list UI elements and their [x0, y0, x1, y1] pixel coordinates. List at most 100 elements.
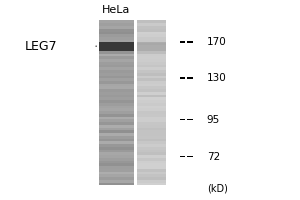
- Bar: [136, 182, 166, 185]
- Bar: [99, 94, 134, 97]
- Bar: [136, 70, 166, 73]
- Bar: [99, 103, 134, 106]
- Bar: [136, 127, 166, 130]
- Bar: [136, 155, 166, 158]
- Bar: [136, 86, 166, 89]
- Bar: [187, 41, 193, 43]
- Bar: [99, 127, 134, 130]
- Text: LEG7: LEG7: [25, 40, 57, 53]
- Bar: [136, 53, 166, 56]
- Bar: [180, 41, 185, 43]
- Bar: [136, 130, 166, 133]
- Bar: [136, 23, 166, 26]
- Bar: [99, 180, 134, 183]
- Bar: [99, 119, 134, 122]
- Bar: [99, 177, 134, 180]
- Bar: [99, 61, 134, 65]
- Bar: [136, 20, 166, 23]
- Bar: [99, 133, 134, 136]
- Bar: [136, 67, 166, 70]
- Bar: [99, 158, 134, 161]
- Bar: [99, 152, 134, 155]
- Bar: [136, 31, 166, 34]
- Bar: [136, 171, 166, 174]
- Bar: [187, 77, 193, 79]
- Bar: [136, 64, 166, 67]
- Bar: [99, 86, 134, 89]
- Bar: [136, 78, 166, 81]
- Bar: [136, 125, 166, 128]
- Bar: [99, 160, 134, 163]
- Bar: [136, 26, 166, 29]
- Bar: [99, 37, 134, 40]
- Bar: [99, 53, 134, 56]
- Bar: [99, 31, 134, 34]
- Bar: [136, 48, 166, 51]
- Bar: [136, 141, 166, 144]
- Bar: [136, 152, 166, 155]
- Bar: [99, 130, 134, 133]
- Bar: [99, 182, 134, 185]
- Bar: [136, 34, 166, 37]
- Bar: [99, 42, 134, 51]
- Bar: [99, 34, 134, 37]
- Bar: [136, 105, 166, 108]
- Bar: [99, 56, 134, 59]
- Bar: [136, 72, 166, 76]
- Bar: [99, 83, 134, 86]
- Text: 130: 130: [207, 73, 226, 83]
- Bar: [99, 75, 134, 78]
- Bar: [136, 103, 166, 106]
- Bar: [136, 174, 166, 177]
- Bar: [99, 67, 134, 70]
- Bar: [136, 61, 166, 65]
- Bar: [136, 133, 166, 136]
- Bar: [136, 169, 166, 172]
- Bar: [99, 108, 134, 111]
- Bar: [99, 174, 134, 177]
- Bar: [136, 97, 166, 100]
- Bar: [99, 39, 134, 43]
- Bar: [136, 75, 166, 78]
- Bar: [180, 119, 185, 120]
- Bar: [136, 111, 166, 114]
- Bar: [136, 138, 166, 141]
- Bar: [136, 163, 166, 166]
- Bar: [99, 45, 134, 48]
- Bar: [136, 136, 166, 139]
- Bar: [99, 155, 134, 158]
- Text: (kD): (kD): [207, 183, 228, 193]
- Bar: [99, 147, 134, 150]
- Bar: [99, 97, 134, 100]
- Bar: [99, 149, 134, 152]
- Bar: [99, 72, 134, 76]
- Bar: [99, 166, 134, 169]
- Bar: [99, 171, 134, 174]
- Bar: [136, 100, 166, 103]
- Text: HeLa: HeLa: [101, 5, 130, 15]
- Bar: [136, 92, 166, 95]
- Bar: [99, 28, 134, 32]
- Bar: [99, 116, 134, 119]
- Bar: [136, 166, 166, 169]
- Bar: [99, 122, 134, 125]
- Bar: [136, 147, 166, 150]
- Bar: [99, 105, 134, 108]
- Bar: [99, 114, 134, 117]
- Bar: [99, 70, 134, 73]
- Bar: [99, 20, 134, 23]
- Bar: [136, 42, 166, 45]
- Bar: [136, 149, 166, 152]
- Bar: [136, 37, 166, 40]
- Bar: [99, 26, 134, 29]
- Bar: [187, 119, 193, 120]
- Bar: [99, 141, 134, 144]
- Bar: [136, 114, 166, 117]
- Bar: [136, 177, 166, 180]
- Bar: [99, 136, 134, 139]
- Bar: [99, 64, 134, 67]
- Bar: [136, 56, 166, 59]
- Bar: [136, 122, 166, 125]
- Bar: [136, 180, 166, 183]
- Bar: [136, 83, 166, 86]
